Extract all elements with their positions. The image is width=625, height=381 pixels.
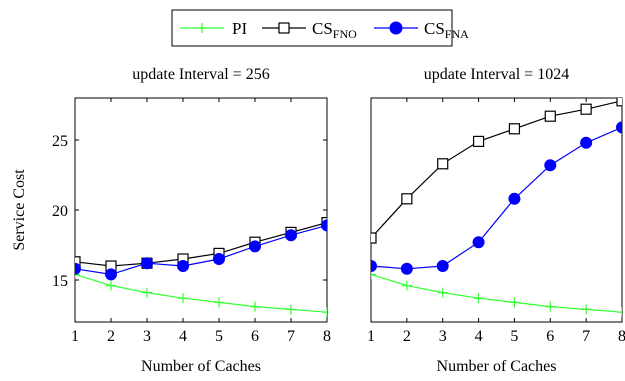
x-tick-label: 6 xyxy=(546,328,554,345)
point-cs-fna xyxy=(400,262,413,275)
point-cs-fno xyxy=(508,123,521,135)
point-cs-fno xyxy=(544,110,556,122)
point-pi xyxy=(401,280,412,291)
point-pi xyxy=(178,293,188,304)
y-axis-label: Service Cost xyxy=(11,169,28,251)
point-cs-fna xyxy=(436,260,449,272)
point-pi xyxy=(473,293,484,304)
series-line-cs-fno xyxy=(371,100,622,239)
series-line-cs-fno xyxy=(75,222,327,267)
panel-title: update Interval = 1024 xyxy=(424,66,569,83)
legend-entry-cs-fno: CSFNO xyxy=(262,19,357,41)
panel-right: update Interval = 1024 1 2 3 4 5 6 7 8 Number of … xyxy=(367,66,625,375)
point-pi xyxy=(142,287,152,298)
point-pi xyxy=(250,301,260,312)
x-tick-label: 3 xyxy=(439,328,447,345)
panel-title: update Interval = 256 xyxy=(132,66,269,83)
point-cs-fno xyxy=(401,193,413,205)
point-cs-fna xyxy=(213,253,225,265)
point-cs-fno xyxy=(580,103,592,115)
point-cs-fna xyxy=(75,262,81,275)
x-tick-label: 2 xyxy=(403,328,411,345)
point-cs-fna xyxy=(249,240,261,253)
x-tick-label: 8 xyxy=(323,328,331,345)
point-cs-fna xyxy=(508,192,521,205)
plot-frame xyxy=(74,97,328,323)
point-pi xyxy=(371,269,376,280)
x-tick-label: 5 xyxy=(215,328,223,345)
legend-label-cs-fna: CSFNA xyxy=(424,19,469,41)
point-pi xyxy=(286,304,296,315)
point-pi xyxy=(75,269,80,280)
x-axis-label: Number of Caches xyxy=(141,358,261,375)
series-pi xyxy=(75,269,327,318)
panel-left: update Interval = 256 1 2 3 4 5 6 7 8 15 20 25 Numbe… xyxy=(11,66,331,375)
legend-marker-cs-fno xyxy=(278,22,290,34)
point-pi xyxy=(617,307,622,318)
point-cs-fno xyxy=(472,135,485,147)
point-pi xyxy=(322,307,327,318)
point-cs-fno xyxy=(371,232,377,244)
x-tick-label: 3 xyxy=(143,328,151,345)
point-cs-fna xyxy=(177,260,189,272)
y-tick-label: 25 xyxy=(52,133,68,150)
legend-marker-cs-fna xyxy=(389,21,403,35)
x-axis-label: Number of Caches xyxy=(437,358,557,375)
series-line-pi xyxy=(75,273,327,313)
point-cs-fna xyxy=(371,260,377,272)
series-cs-fno xyxy=(371,98,622,244)
point-cs-fna xyxy=(141,257,153,270)
point-cs-fno xyxy=(616,98,622,107)
point-cs-fna xyxy=(544,159,557,172)
legend-label-cs-fno: CSFNO xyxy=(312,19,357,41)
x-tick-label: 6 xyxy=(251,328,259,345)
point-cs-fna xyxy=(285,229,297,242)
point-pi xyxy=(545,301,556,312)
y-tick-label: 20 xyxy=(52,203,68,220)
legend: PI CSFNO CSFNA xyxy=(171,9,469,47)
point-cs-fno xyxy=(75,256,81,268)
x-tick-label: 1 xyxy=(367,328,375,345)
x-tick-label: 4 xyxy=(179,328,187,345)
series-line-pi xyxy=(371,273,622,313)
point-pi xyxy=(214,297,224,308)
series-pi xyxy=(371,269,622,318)
point-pi xyxy=(581,304,592,315)
series-line-cs-fna xyxy=(75,224,327,276)
point-pi xyxy=(509,297,520,308)
legend-entry-cs-fna: CSFNA xyxy=(374,19,469,41)
x-tick-label: 8 xyxy=(618,328,625,345)
point-cs-fna xyxy=(105,268,117,281)
legend-label-pi: PI xyxy=(232,19,247,38)
x-tick-label: 2 xyxy=(107,328,115,345)
point-pi xyxy=(106,280,116,291)
y-tick-label: 15 xyxy=(52,273,68,290)
series-cs-fna xyxy=(371,121,622,275)
point-cs-fna xyxy=(580,136,593,149)
plot-frame xyxy=(370,97,623,323)
point-cs-fna xyxy=(472,236,485,249)
x-tick-label: 5 xyxy=(510,328,518,345)
x-tick-label: 7 xyxy=(582,328,590,345)
x-tick-label: 7 xyxy=(287,328,295,345)
series-cs-fna xyxy=(75,219,327,281)
x-tick-label: 4 xyxy=(475,328,483,345)
point-cs-fna xyxy=(321,219,327,232)
legend-marker-pi xyxy=(197,23,207,33)
x-tick-label: 1 xyxy=(71,328,79,345)
point-pi xyxy=(437,287,448,298)
legend-entry-pi: PI xyxy=(180,19,247,38)
point-cs-fno xyxy=(437,158,449,170)
point-cs-fna xyxy=(616,121,622,134)
